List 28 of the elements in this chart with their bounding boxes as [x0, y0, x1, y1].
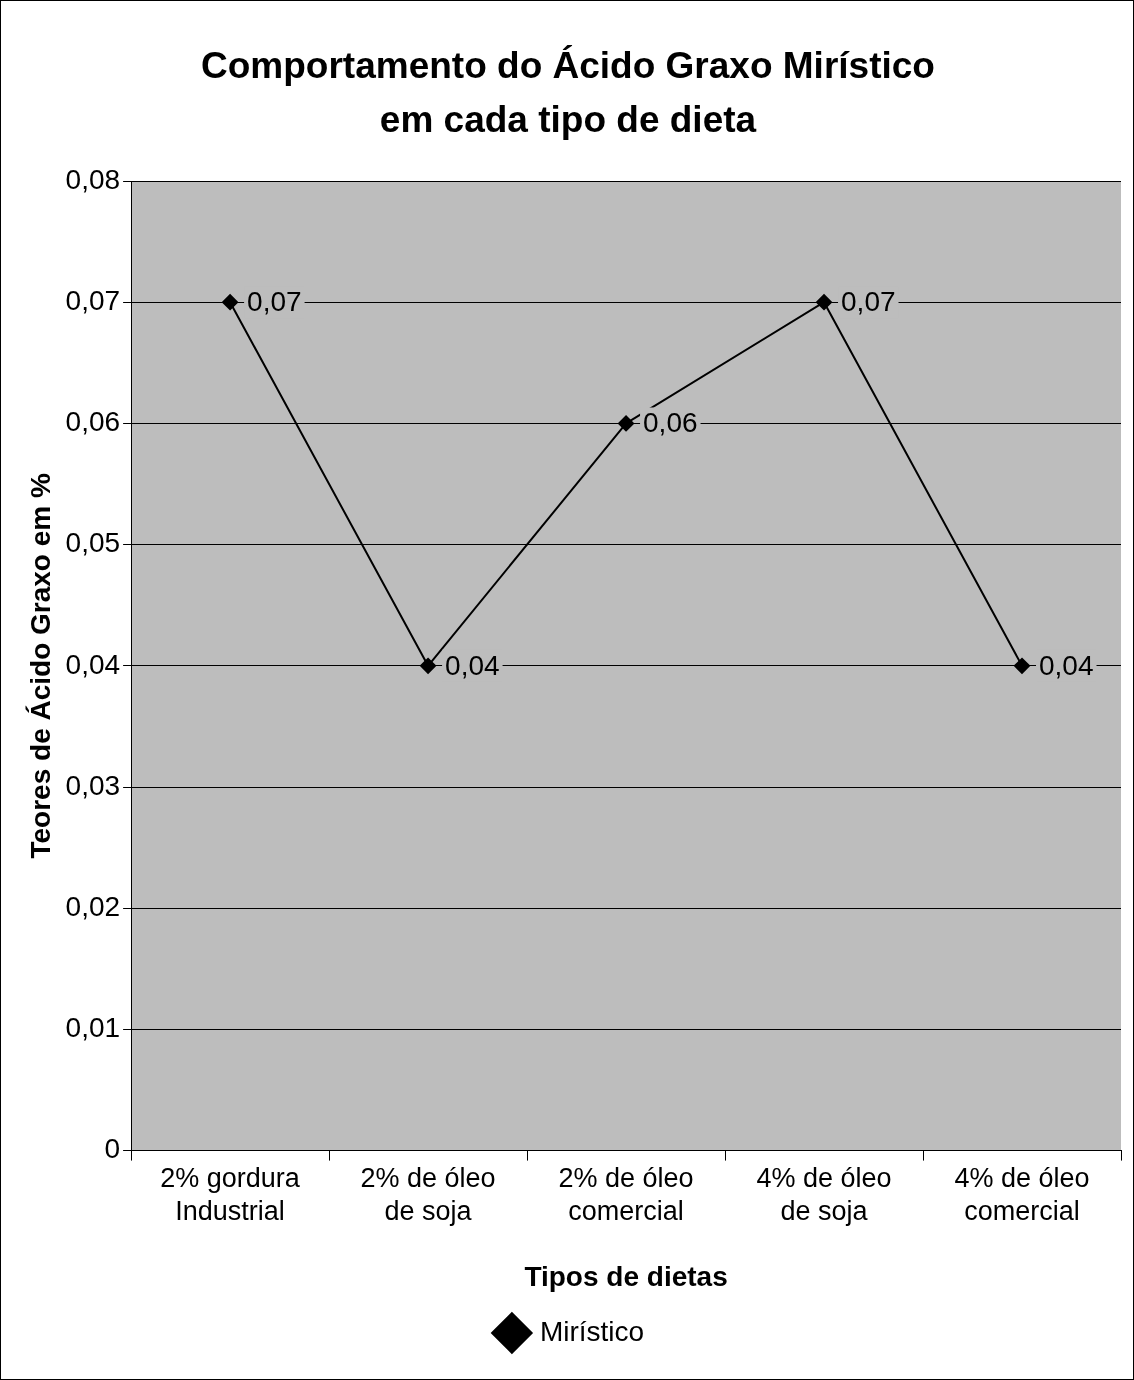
data-label: 0,06: [643, 407, 698, 439]
data-label: 0,04: [445, 649, 500, 681]
data-label: 0,04: [1039, 649, 1094, 681]
point: [222, 294, 239, 311]
data-label: 0,07: [247, 285, 302, 317]
y-tick-label: 0,01: [65, 1012, 121, 1044]
x-tick-label: 4% de óleo de soja: [756, 1163, 892, 1226]
x-axis-title: Tipos de dietas: [524, 1260, 728, 1292]
point: [1014, 657, 1031, 674]
y-tick-label: 0,04: [65, 648, 121, 680]
point: [618, 415, 635, 432]
y-tick-label: 0: [104, 1133, 121, 1165]
y-tick-label: 0,02: [65, 890, 121, 922]
y-tick-label: 0,03: [65, 769, 121, 801]
chart-title: Comportamento do Ácido Graxo Mirístico em cada tipo de dieta: [200, 44, 936, 142]
data-label: 0,07: [841, 285, 896, 317]
y-tick-label: 0,06: [65, 406, 121, 438]
legend-label: Mirístico: [539, 1315, 645, 1347]
y-tick-label: 0,07: [65, 284, 121, 316]
x-tick-label: 2% de óleo comercial: [558, 1163, 694, 1226]
y-tick-label: 0,08: [65, 163, 121, 195]
x-tick-label: 2% de óleo de soja: [360, 1163, 496, 1226]
point: [420, 657, 437, 674]
x-tick-label: 4% de óleo comercial: [954, 1163, 1090, 1226]
point: [816, 294, 833, 311]
y-axis-title: Teores de Ácido Graxo em %: [24, 473, 56, 859]
y-tick-label: 0,05: [65, 527, 121, 559]
x-tick-label: 2% gordura Industrial: [160, 1163, 301, 1226]
